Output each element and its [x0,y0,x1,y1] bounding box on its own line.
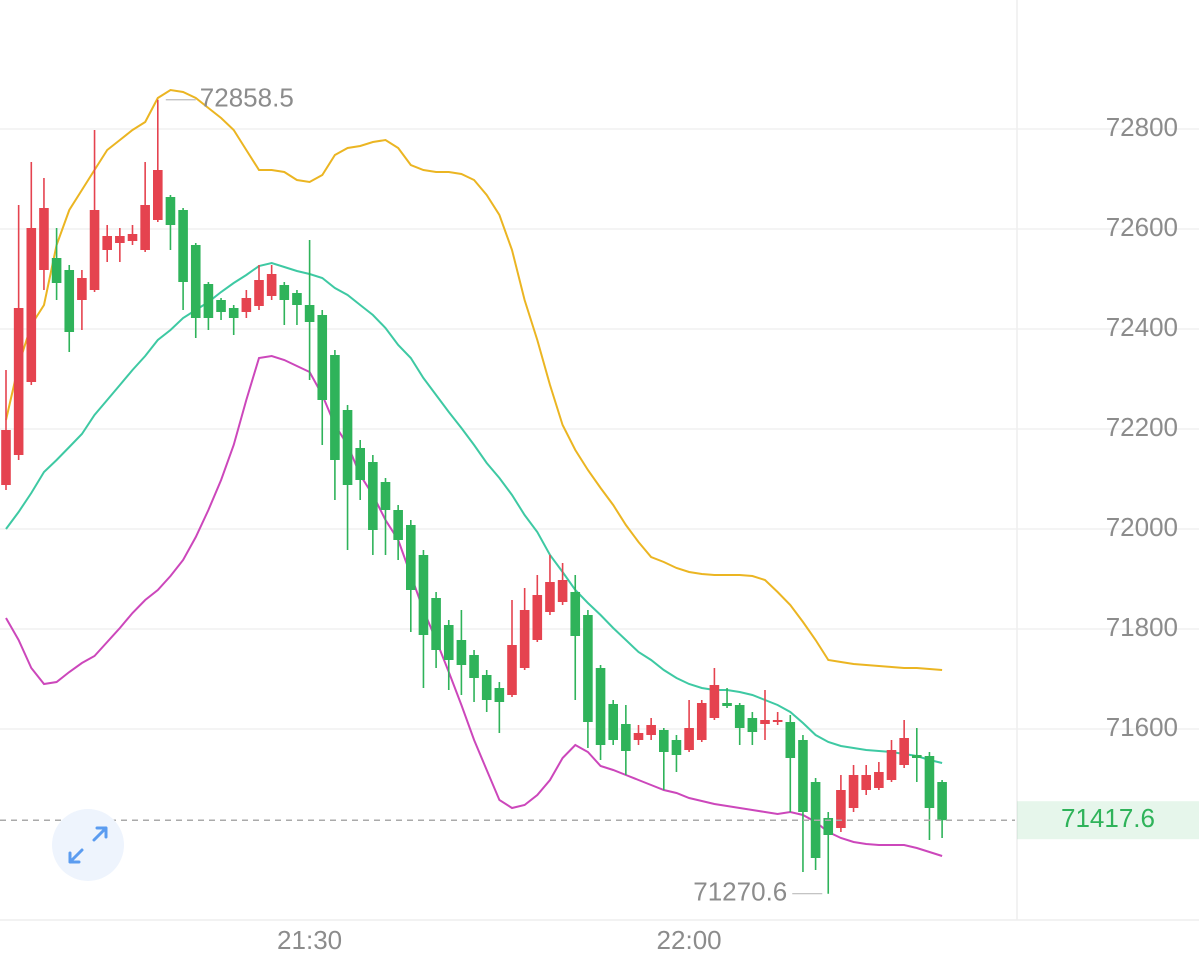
min-label: 71270.6 [693,877,787,907]
y-tick-label: 72400 [1106,312,1178,342]
candle-body [330,355,340,460]
candle-body [570,592,581,636]
candle-body [836,790,846,828]
candle-body [254,280,264,306]
candle-body [153,170,163,220]
candle-body [115,236,125,243]
candle-body [178,210,188,282]
candle-body [709,685,720,718]
candle-body [545,582,555,612]
candle-body [760,720,770,724]
y-tick-label: 72600 [1106,212,1178,242]
candle-body [722,703,732,706]
candle-body [848,775,859,808]
candle-body [671,740,682,755]
candle-body [13,308,24,455]
y-tick-label: 72000 [1106,512,1178,542]
candle-body [886,750,897,780]
candle-body [64,270,75,332]
candle-body [557,580,568,602]
band-line [5,88,943,671]
candle-body [380,482,391,510]
candles [1,99,947,894]
candle-body [595,668,606,745]
candle-body [494,688,505,702]
y-tick-label: 71800 [1106,612,1178,642]
candle-body [51,258,62,283]
candle-body [342,410,353,485]
candle-body [355,448,365,480]
last-price-box [1017,801,1199,840]
candle-body [228,308,239,318]
candle-body [406,525,416,590]
candle-body [26,228,37,382]
candle-body [266,274,277,296]
candle-body [39,208,49,270]
candle-body [140,205,150,250]
candle-body [241,298,252,312]
candle-body [532,595,543,640]
candle-body [684,728,694,750]
x-tick-label: 22:00 [657,925,722,955]
expand-circle[interactable] [52,809,124,881]
candle-body [519,610,530,668]
band-line [5,261,943,764]
candle-body [431,598,441,650]
candle-body [304,305,315,322]
candle-body [393,510,403,540]
candle-body [89,210,100,290]
y-tick-label: 71600 [1106,712,1178,742]
candle-body [621,724,631,751]
candle-body [608,704,618,740]
candle-body [481,675,492,700]
candle-body [190,245,201,318]
candle-body [659,730,669,752]
candle-body [874,772,884,788]
candle-body [127,234,138,241]
candle-body [469,655,479,678]
candle-body [165,197,176,225]
candle-body [798,740,808,812]
max-label: 72858.5 [200,83,294,113]
candle-body [646,725,656,735]
expand-icon[interactable] [68,826,108,864]
y-tick-label: 72800 [1106,112,1178,142]
labels: 71600 71800 72000 72200 72400 72600 72800 21:30… [0,83,1199,955]
candle-body [823,818,834,835]
candle-body [102,236,112,250]
candle-body [747,718,758,732]
candle-body [368,462,378,530]
candle-body [937,782,947,821]
candle-body [785,722,796,758]
candle-body [924,756,935,808]
candle-body [418,555,429,635]
candle-body [1,430,11,485]
candle-body [734,705,745,728]
y-tick-label: 72200 [1106,412,1178,442]
candle-body [203,284,214,318]
candle-body [772,720,783,722]
candle-body [899,738,909,765]
candle-body [696,703,707,740]
last-price-label: 71417.6 [1061,803,1155,833]
candle-body [912,755,922,758]
band-line [5,354,943,857]
candle-body [77,278,87,300]
candle-body [216,300,226,312]
candle-body [456,640,467,665]
candle-body [633,733,644,740]
x-tick-label: 21:30 [277,925,342,955]
expand-button[interactable] [52,809,124,881]
bands [5,88,943,857]
candle-body [443,625,454,660]
candle-body [292,293,302,305]
candle-body [317,315,328,400]
candle-body [861,775,871,790]
candle-body [507,645,517,695]
candle-body [279,285,290,300]
candle-body [583,615,593,722]
